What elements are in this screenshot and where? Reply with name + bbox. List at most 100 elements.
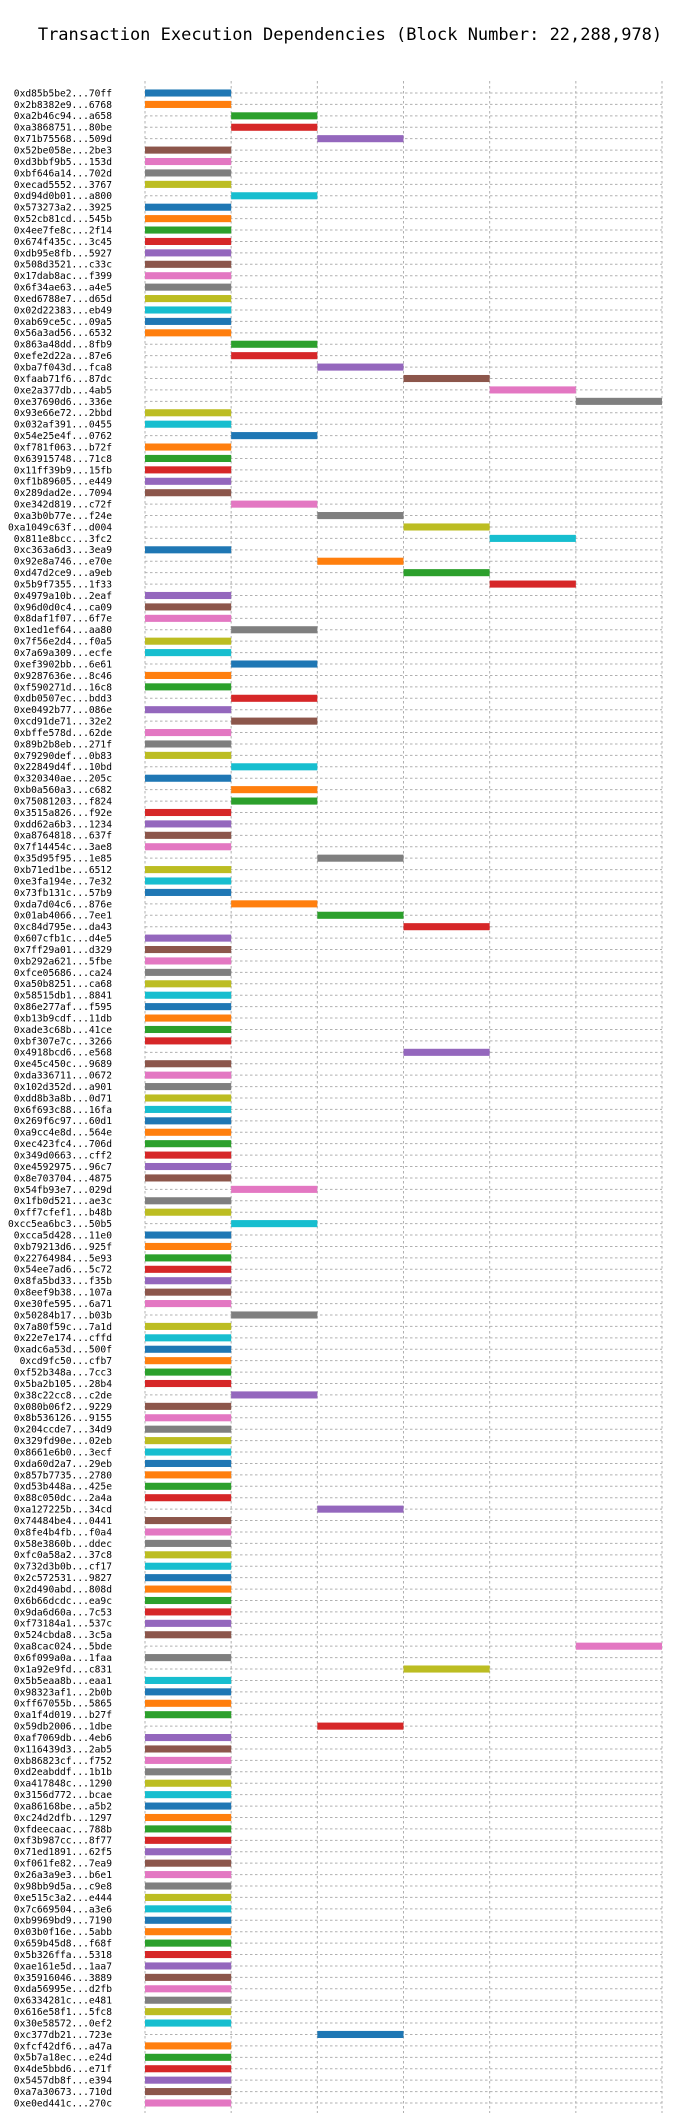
dependency-bar	[145, 1825, 232, 1833]
dependency-bar	[317, 854, 404, 862]
transaction-label: 0x7a80f59c...7a1d	[14, 1322, 112, 1333]
transaction-label: 0x98bb9d5a...c9e8	[14, 1881, 112, 1892]
dependency-bar	[145, 306, 232, 314]
dependency-bar	[145, 683, 232, 691]
transaction-label: 0x35916046...3889	[14, 1973, 112, 1984]
transaction-label: 0xd85b5be2...70ff	[14, 88, 112, 99]
dependency-bar	[231, 192, 318, 200]
dependency-bar	[145, 751, 232, 759]
transaction-label: 0xe515c3a2...e444	[14, 1893, 112, 1904]
dependency-bar	[145, 249, 232, 257]
transaction-label: 0xbffe578d...62de	[14, 728, 112, 739]
dependency-bar	[145, 1734, 232, 1742]
dependency-bar	[145, 215, 232, 223]
transaction-label: 0x38c22cc8...c2de	[14, 1390, 112, 1401]
dependency-bar	[145, 260, 232, 268]
transaction-label: 0xa9cc4e8d...564e	[14, 1128, 112, 1139]
dependency-bar	[403, 1665, 490, 1673]
transaction-label: 0x52cb81cd...545b	[14, 214, 112, 225]
transaction-label: 0x6f693c88...16fa	[14, 1105, 112, 1116]
transaction-label: 0xe2a377db...4ab5	[14, 385, 112, 396]
dependency-bar	[145, 2099, 232, 2107]
dependency-bar	[145, 1402, 232, 1410]
transaction-label: 0xa7a30673...710d	[14, 2087, 112, 2098]
dependency-bar	[145, 1459, 232, 1467]
transaction-label: 0x659b45d8...f68f	[14, 1939, 112, 1950]
dependency-bar	[145, 877, 232, 885]
transaction-label: 0xa3868751...80be	[14, 123, 112, 134]
dependency-bar	[145, 1128, 232, 1136]
transaction-label: 0x98323af1...2b0b	[14, 1687, 112, 1698]
dependency-bar	[145, 1699, 232, 1707]
dependency-bar	[145, 295, 232, 303]
dependency-bar	[145, 1368, 232, 1376]
dependency-bar	[145, 1973, 232, 1981]
transaction-label: 0xcc5ea6bc3...50b5	[8, 1219, 112, 1230]
transaction-label: 0x320340ae...205c	[14, 774, 112, 785]
dependency-bar	[231, 694, 318, 702]
transaction-label: 0x5b7a18ec...e24d	[14, 2053, 112, 2064]
y-tick-labels: 0xd85b5be2...70ff0x2b8382e9...67680xa2b4…	[8, 88, 112, 2109]
dependency-bar	[145, 706, 232, 714]
dependency-bar	[231, 717, 318, 725]
dependency-bar	[145, 1859, 232, 1867]
transaction-label: 0x3156d772...bcae	[14, 1790, 112, 1801]
dependency-bar	[145, 180, 232, 188]
dependency-bar	[145, 1288, 232, 1296]
transaction-label: 0xe0492b77...086e	[14, 705, 112, 716]
dependency-bar	[145, 1231, 232, 1239]
dependency-bar	[145, 1985, 232, 1993]
transaction-label: 0x54ee7ad6...5c72	[14, 1265, 112, 1276]
transaction-label: 0x88c050dc...2a4a	[14, 1493, 112, 1504]
dependency-bar	[231, 763, 318, 771]
transaction-label: 0x9da6d60a...7c53	[14, 1607, 112, 1618]
dependency-bar	[145, 729, 232, 737]
dependency-bar	[403, 1048, 490, 1056]
transaction-label: 0x289dad2e...7094	[14, 488, 112, 499]
dependency-bar	[145, 1996, 232, 2004]
transaction-label: 0x22764984...5e93	[14, 1253, 112, 1264]
dependency-bar	[145, 1596, 232, 1605]
transaction-label: 0xdb95e8fb...5927	[14, 248, 112, 259]
transaction-label: 0xef3902bb...6e61	[14, 659, 112, 670]
dependency-bar	[145, 272, 232, 280]
dependency-bar	[145, 477, 232, 485]
dependency-bar	[145, 671, 232, 679]
transaction-label: 0xa8cac024...5bde	[14, 1642, 112, 1653]
dependency-bar	[145, 1025, 232, 1034]
transaction-label: 0x22e7e174...cffd	[14, 1333, 112, 1344]
transaction-label: 0x89b2b8eb...271f	[14, 739, 112, 750]
transaction-label: 0x6f34ae63...a4e5	[14, 283, 112, 294]
dependency-bar	[145, 1482, 232, 1490]
dependency-bar	[145, 1014, 232, 1022]
dependency-bar	[231, 112, 318, 120]
dependency-bar	[403, 374, 490, 383]
dependency-bar	[145, 1300, 232, 1308]
dependency-bar	[317, 363, 404, 371]
transaction-label: 0xfaab71f6...87dc	[14, 374, 112, 385]
transaction-label: 0x11ff39b9...15fb	[14, 465, 112, 476]
dependency-bar	[231, 500, 318, 508]
transaction-label: 0xb71ed1be...6512	[14, 865, 112, 876]
dependency-bar	[145, 2065, 232, 2073]
dependency-bar	[231, 660, 318, 668]
transaction-label: 0x508d3521...c33c	[14, 260, 112, 271]
dependency-bar	[145, 1140, 232, 1148]
transaction-label: 0x30e58572...0ef2	[14, 2018, 112, 2029]
dependency-bar	[145, 100, 232, 108]
dependency-bar	[145, 1334, 232, 1342]
dependency-bar	[145, 934, 232, 942]
dependency-bar	[317, 135, 404, 143]
transaction-label: 0x26a3a9e3...b6e1	[14, 1870, 112, 1881]
dependency-bar	[145, 1836, 232, 1844]
transaction-label: 0x7f56e2d4...f0a5	[14, 637, 112, 648]
transaction-label: 0xda336711...0672	[14, 1071, 112, 1082]
dependency-bar	[145, 2019, 232, 2027]
transaction-label: 0xf73184a1...537c	[14, 1619, 112, 1630]
dependency-bar	[145, 1162, 232, 1171]
dependency-bar	[145, 649, 232, 657]
dependency-bar	[145, 843, 232, 851]
dependency-bar	[145, 1208, 232, 1216]
transaction-label: 0x22849d4f...10bd	[14, 762, 112, 773]
